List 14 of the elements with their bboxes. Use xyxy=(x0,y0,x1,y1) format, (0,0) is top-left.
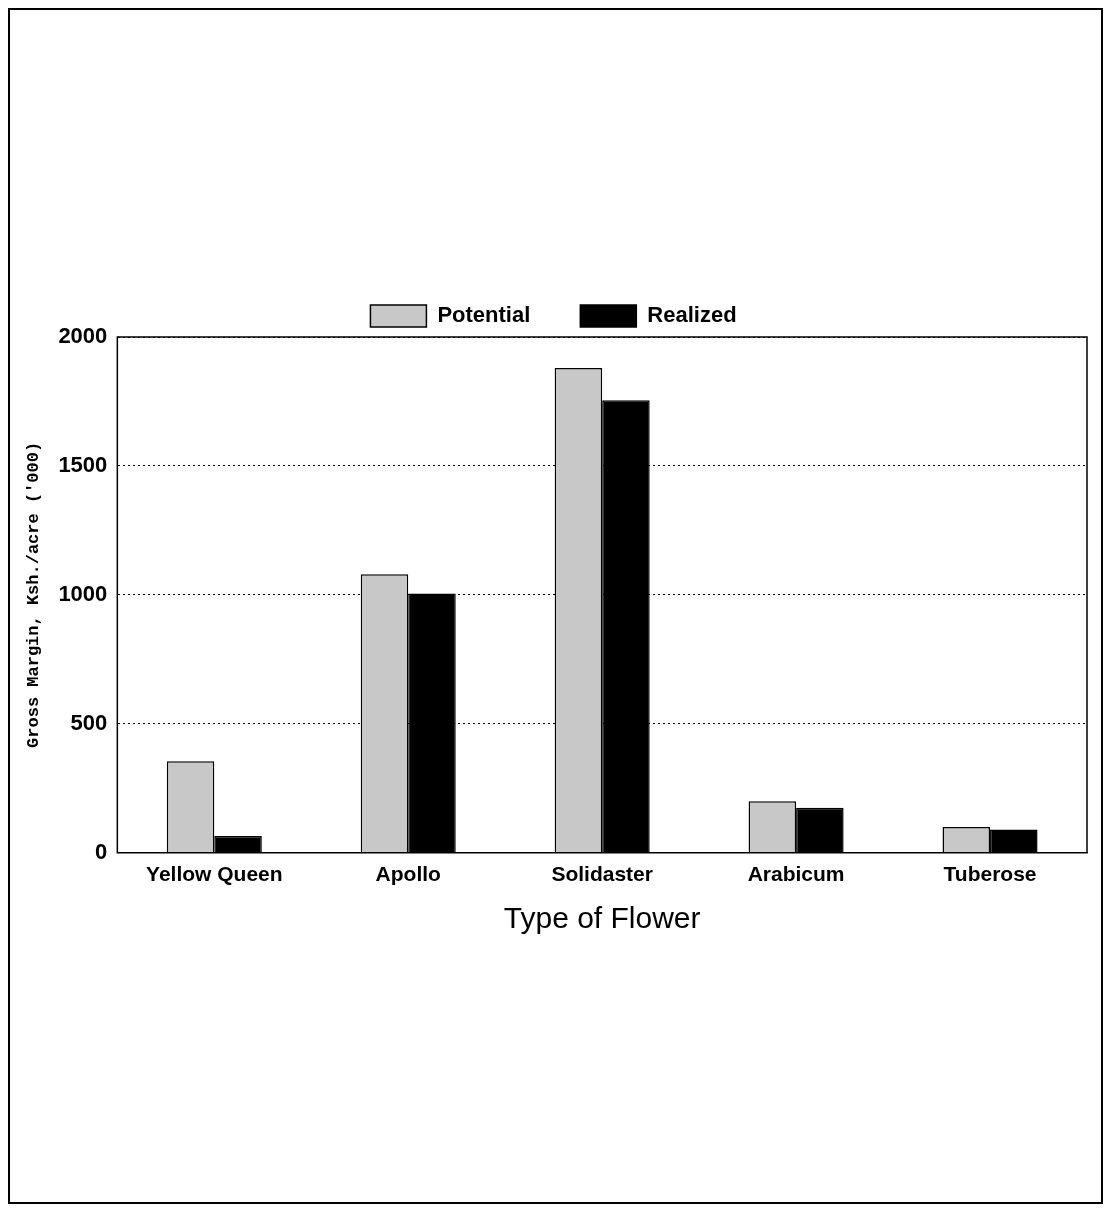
x-axis-title: Type of Flower xyxy=(503,901,701,935)
legend-label: Realized xyxy=(647,302,737,328)
y-tick-label: 1000 xyxy=(58,580,108,606)
y-tick-label: 2000 xyxy=(58,323,108,349)
y-tick-label: 1500 xyxy=(58,452,108,478)
x-tick-label: Solidaster xyxy=(551,862,653,886)
x-tick-label: Apollo xyxy=(375,862,441,886)
y-axis-title: Gross Margin, Ksh./acre ('000) xyxy=(24,441,44,748)
x-tick-label: Yellow Queen xyxy=(146,862,283,886)
y-tick-label: 0 xyxy=(95,838,108,864)
y-tick-label: 500 xyxy=(70,709,108,735)
legend-label: Potential xyxy=(437,302,531,328)
x-tick-label: Tuberose xyxy=(943,862,1037,886)
x-tick-label: Arabicum xyxy=(747,862,845,886)
